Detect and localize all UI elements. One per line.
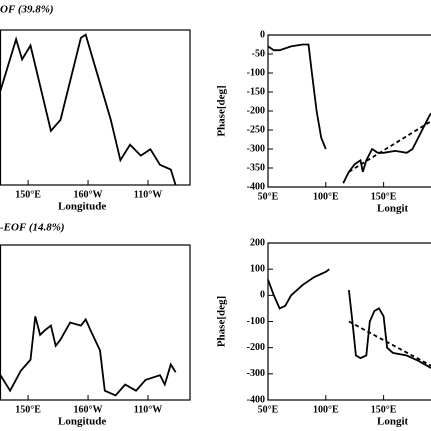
plot-frame <box>267 34 431 188</box>
x-tick-label: 160°W <box>74 189 103 200</box>
x-tick-label: 110°W <box>134 189 162 200</box>
x-axis-label: Longit <box>377 416 409 428</box>
x-tick-label: 160°W <box>74 404 103 415</box>
panel-title: -EOF (14.8%) <box>0 222 65 234</box>
data-line <box>348 120 431 173</box>
data-line <box>267 268 431 369</box>
panel: -EOF (14.8%) 150°E 160°W 110°W Longitude <box>0 222 191 428</box>
x-axis-label: Longitude <box>58 201 106 213</box>
y-tick-label: -100 <box>247 67 265 78</box>
y-tick-label: -200 <box>247 105 265 116</box>
x-tick-label: 150°E <box>371 404 397 415</box>
y-tick-label: -300 <box>247 143 265 154</box>
data-line <box>0 316 177 397</box>
x-tick-label: 50°E <box>258 191 279 202</box>
y-tick-label: -400 <box>247 181 265 192</box>
x-axis-label: Longit <box>377 203 409 215</box>
x-tick-label: 50°E <box>258 404 279 415</box>
y-axis-label: Phase[deg] <box>216 296 228 347</box>
plot-frame <box>0 244 191 401</box>
y-tick-label: -50 <box>252 48 265 59</box>
y-tick-label: 200 <box>250 237 265 248</box>
panel: OF (39.8%) 150°E 160°W 110°W Longitude <box>0 4 191 213</box>
plot-frame <box>0 29 191 186</box>
y-tick-label: -250 <box>247 124 265 135</box>
y-tick-label: 0 <box>260 29 265 40</box>
data-line <box>0 33 177 186</box>
panel: 50°E100°E150°E10-50-100-150-200-250-300-… <box>216 29 431 215</box>
y-tick-label: -200 <box>247 342 265 353</box>
x-tick-label: 150°E <box>15 189 41 200</box>
y-axis-label: Phase[deg] <box>216 85 228 136</box>
x-tick-label: 100°E <box>313 191 339 202</box>
data-line <box>267 43 431 184</box>
panel-title: OF (39.8%) <box>0 4 54 16</box>
y-tick-label: -300 <box>247 368 265 379</box>
y-tick-label: -100 <box>247 316 265 327</box>
y-tick-label: -400 <box>247 394 265 405</box>
panel: 50°E100°E150°E12001000-100-200-300-400Lo… <box>216 237 431 428</box>
x-tick-label: 100°E <box>313 404 339 415</box>
y-tick-label: 100 <box>250 263 265 274</box>
x-axis-label: Longitude <box>58 416 106 428</box>
y-tick-label: -350 <box>247 162 265 173</box>
y-tick-label: 0 <box>260 290 265 301</box>
x-tick-label: 150°E <box>15 404 41 415</box>
y-tick-label: -150 <box>247 86 265 97</box>
x-tick-label: 150°E <box>371 191 397 202</box>
x-tick-label: 110°W <box>134 404 162 415</box>
data-line <box>348 320 431 367</box>
